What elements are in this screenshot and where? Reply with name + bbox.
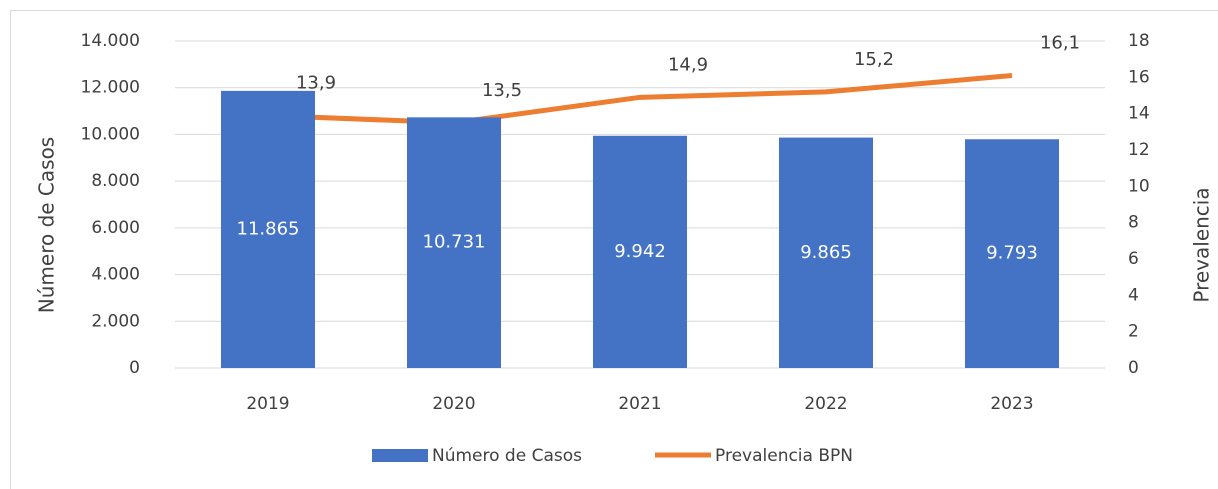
y2-tick-label: 2 bbox=[1128, 322, 1139, 342]
y-tick-label: 6.000 bbox=[91, 218, 140, 238]
y-tick-label: 14.000 bbox=[81, 31, 140, 51]
y2-tick-label: 0 bbox=[1128, 358, 1139, 378]
y-axis-title: Número de Casos bbox=[35, 137, 59, 313]
line-series bbox=[267, 73, 1013, 126]
line-value-label: 15,2 bbox=[854, 49, 894, 70]
x-tick-label: 2023 bbox=[990, 394, 1033, 414]
y2-tick-label: 10 bbox=[1128, 176, 1150, 196]
bar-value-label: 9.942 bbox=[614, 241, 666, 262]
y2-tick-label: 14 bbox=[1128, 104, 1150, 124]
bar bbox=[965, 139, 1059, 368]
y-tick-label: 8.000 bbox=[91, 171, 140, 191]
y2-tick-label: 16 bbox=[1128, 67, 1150, 87]
bar bbox=[221, 90, 315, 369]
y-tick-label: 12.000 bbox=[81, 78, 140, 98]
line-value-label: 13,9 bbox=[296, 72, 336, 93]
legend-swatch bbox=[372, 449, 428, 462]
x-tick-label: 2021 bbox=[618, 394, 661, 414]
bar-value-label: 10.731 bbox=[423, 232, 486, 253]
x-tick-label: 2022 bbox=[804, 394, 847, 414]
bar-value-label: 9.865 bbox=[800, 242, 852, 263]
bar-value-label: 11.865 bbox=[237, 218, 300, 239]
y2-tick-label: 4 bbox=[1128, 285, 1139, 305]
line-value-label: 16,1 bbox=[1040, 33, 1080, 54]
bar bbox=[407, 117, 501, 369]
y2-tick-label: 18 bbox=[1128, 31, 1150, 51]
line-value-label: 13,5 bbox=[482, 80, 522, 101]
y2-tick-label: 8 bbox=[1128, 213, 1139, 233]
bar-value-label: 9.793 bbox=[986, 243, 1038, 264]
line-value-label: 14,9 bbox=[668, 54, 708, 75]
y-tick-label: 4.000 bbox=[91, 265, 140, 285]
y-tick-label: 0 bbox=[129, 358, 140, 378]
y-tick-label: 10.000 bbox=[81, 124, 140, 144]
y2-axis-title: Prevalencia bbox=[1190, 187, 1214, 302]
legend-label: Prevalencia BPN bbox=[715, 446, 853, 466]
x-tick-label: 2019 bbox=[246, 394, 289, 414]
legend-label: Número de Casos bbox=[432, 446, 582, 466]
y-tick-label: 2.000 bbox=[91, 311, 140, 331]
bar bbox=[593, 135, 687, 368]
y2-tick-label: 6 bbox=[1128, 249, 1139, 269]
y2-tick-label: 12 bbox=[1128, 140, 1150, 160]
x-tick-label: 2020 bbox=[432, 394, 475, 414]
bar bbox=[779, 137, 873, 368]
